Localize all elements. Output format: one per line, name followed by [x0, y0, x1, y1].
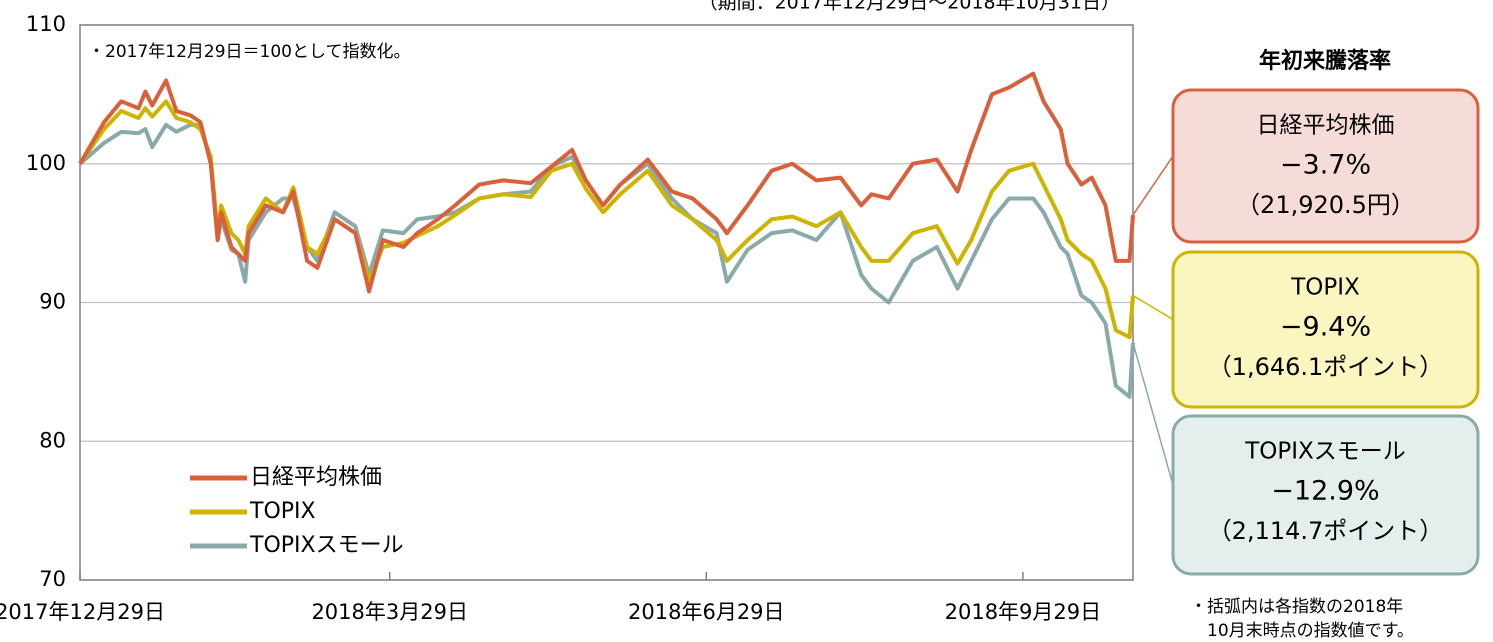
result-name: TOPIX — [1290, 275, 1360, 301]
x-tick-label: 2017年12月29日 — [0, 600, 165, 624]
y-tick-label: 110 — [26, 12, 66, 36]
result-name: 日経平均株価 — [1257, 113, 1395, 139]
legend-label: TOPIXスモール — [249, 533, 404, 558]
y-tick-label: 90 — [39, 290, 66, 314]
result-box — [1171, 88, 1480, 244]
result-level: （1,646.1ポイント） — [1208, 353, 1444, 381]
footnote: ・括弧内は各指数の2018年 — [1190, 597, 1403, 617]
result-change: −12.9% — [1271, 476, 1379, 507]
note: ・2017年12月29日＝100として指数化。 — [88, 42, 410, 62]
footnote: 10月末時点の指数値です。 — [1207, 621, 1414, 641]
connector — [1132, 342, 1174, 486]
result-name: TOPIXスモール — [1244, 439, 1406, 465]
panel-title: 年初来騰落率 — [1259, 48, 1391, 74]
result-level: （2,114.7ポイント） — [1208, 517, 1444, 545]
result-level: （21,920.5円） — [1236, 191, 1415, 219]
result-box — [1171, 414, 1480, 576]
x-tick-label: 2018年6月29日 — [628, 600, 785, 624]
y-tick-label: 100 — [26, 151, 66, 175]
legend-label: TOPIX — [249, 499, 316, 524]
result-change: −9.4% — [1280, 312, 1371, 343]
y-tick-label: 80 — [39, 428, 66, 452]
y-tick-label: 70 — [39, 567, 66, 591]
subtitle: （期間：2017年12月29日～2018年10月31日） — [699, 0, 1120, 14]
connector — [1132, 155, 1174, 216]
result-box — [1171, 250, 1480, 409]
x-tick-label: 2018年9月29日 — [945, 600, 1102, 624]
connector — [1132, 294, 1174, 321]
x-tick-label: 2018年3月29日 — [311, 600, 468, 624]
result-change: −3.7% — [1280, 150, 1371, 181]
series-line — [78, 71, 1135, 294]
legend-label: 日経平均株価 — [250, 465, 382, 490]
